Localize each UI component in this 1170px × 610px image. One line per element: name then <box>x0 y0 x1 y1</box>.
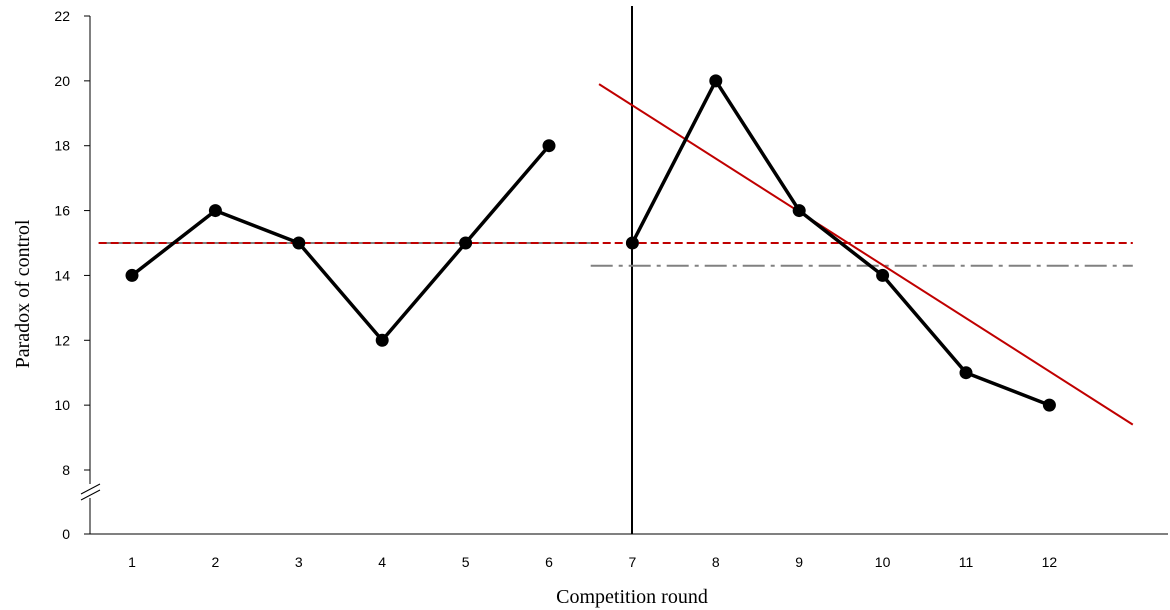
data-point <box>959 366 973 380</box>
data-point <box>709 74 723 88</box>
data-point <box>208 204 222 218</box>
reference-lines <box>98 83 1134 426</box>
data-series <box>125 74 1056 412</box>
x-tick-label: 4 <box>378 554 386 570</box>
x-tick-label: 8 <box>712 554 720 570</box>
x-tick-label: 6 <box>545 554 553 570</box>
data-point <box>876 268 890 282</box>
data-point <box>542 139 556 153</box>
y-axis-title: Paradox of control <box>12 219 34 368</box>
y-tick-label: 8 <box>62 462 70 478</box>
y-tick-label: 18 <box>54 138 70 154</box>
x-tick-labels: 1 2 3 4 5 6 7 8 9 10 11 12 <box>128 554 1057 570</box>
reference-line-solid <box>598 83 1134 426</box>
data-point <box>459 236 473 250</box>
series-line-1 <box>130 144 551 343</box>
x-tick-label: 1 <box>128 554 136 570</box>
data-point <box>292 236 306 250</box>
y-tick-label: 22 <box>54 8 70 24</box>
y-tick-label: 12 <box>54 332 70 348</box>
x-tick-label: 12 <box>1042 554 1058 570</box>
data-point <box>375 333 389 347</box>
x-tick-label: 2 <box>212 554 220 570</box>
x-axis-title: Competition round <box>556 586 708 608</box>
data-point <box>625 236 639 250</box>
x-tick-label: 9 <box>795 554 803 570</box>
data-point <box>1042 398 1056 412</box>
y-tick-label: 20 <box>54 73 70 89</box>
axis-break-mark <box>80 483 101 495</box>
data-point <box>792 204 806 218</box>
x-tick-label: 10 <box>875 554 891 570</box>
x-tick-label: 3 <box>295 554 303 570</box>
y-tick-label: 0 <box>62 526 70 542</box>
x-tick-label: 7 <box>629 554 637 570</box>
data-point <box>125 268 139 282</box>
x-tick-label: 11 <box>959 554 974 570</box>
y-tick-label: 14 <box>54 267 70 283</box>
y-tick-label: 10 <box>54 397 70 413</box>
y-tick-label: 16 <box>54 203 70 219</box>
axis-break-mark <box>80 489 101 501</box>
series-line-2 <box>630 79 1051 407</box>
x-tick-label: 5 <box>462 554 470 570</box>
y-tick-labels: 22 20 18 16 14 12 10 8 0 <box>54 8 70 542</box>
axes <box>80 6 1168 535</box>
